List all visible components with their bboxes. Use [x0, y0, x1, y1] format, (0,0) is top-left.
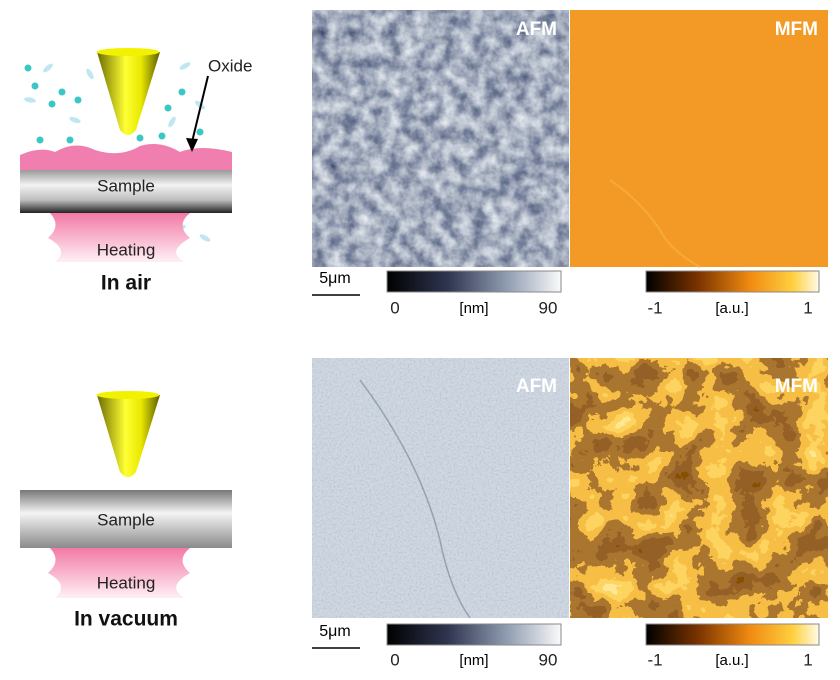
afm-image — [312, 10, 569, 267]
tip-top — [96, 391, 160, 399]
afm-title: AFM — [516, 376, 557, 397]
images-air: AFM MFM 5μm 0 [nm] 90 -1 [a.u.] 1 — [312, 10, 828, 317]
schematic-vacuum: Sample Heating In vacuum — [20, 391, 232, 631]
scalebar-label: 5μm — [319, 623, 350, 640]
mfm-image — [570, 10, 828, 267]
mfm-colorbar — [645, 270, 820, 293]
afm-cb-max: 90 — [539, 298, 558, 317]
afm-cb-min: 0 — [390, 650, 399, 669]
images-vacuum: AFM MFM 5μm 0 [nm] 90 -1 [a.u.] 1 — [312, 358, 828, 669]
heating-label: Heating — [97, 573, 156, 592]
mfm-cb-max: 1 — [803, 650, 812, 669]
heating-label: Heating — [97, 240, 156, 259]
oxide-layer — [20, 144, 232, 172]
sample-label: Sample — [97, 510, 155, 529]
afm-feature — [359, 379, 471, 619]
afm-colorbar — [386, 623, 562, 646]
afm-cb-min: 0 — [390, 298, 399, 317]
mfm-title: MFM — [775, 376, 818, 397]
afm-cb-max: 90 — [539, 650, 558, 669]
mfm-cb-min: -1 — [647, 650, 662, 669]
mfm-image — [570, 358, 828, 618]
afm-cb-unit: [nm] — [459, 300, 488, 317]
sample — [20, 490, 232, 548]
scalebar-label: 5μm — [319, 270, 350, 287]
mfm-cb-unit: [a.u.] — [715, 300, 748, 317]
schematic-air: Oxide Sample Heating In air — [20, 48, 252, 295]
afm-colorbar — [386, 270, 562, 293]
mfm-cb-max: 1 — [803, 298, 812, 317]
afm-image — [312, 358, 569, 618]
mfm-cb-unit: [a.u.] — [715, 652, 748, 669]
sample — [20, 170, 232, 213]
tip — [97, 395, 160, 477]
heating — [48, 213, 190, 262]
condition-label: In vacuum — [74, 608, 178, 631]
afm-cb-unit: [nm] — [459, 652, 488, 669]
tip — [97, 52, 160, 135]
heating — [48, 548, 190, 598]
mfm-cb-min: -1 — [647, 298, 662, 317]
afm-title: AFM — [516, 19, 557, 40]
mfm-feature — [609, 179, 701, 268]
oxide-particles — [24, 64, 204, 144]
condition-label: In air — [101, 272, 151, 295]
mfm-colorbar — [645, 623, 820, 646]
tip-top — [96, 48, 160, 56]
mfm-title: MFM — [775, 19, 818, 40]
arrow-head — [186, 138, 198, 152]
sample-label: Sample — [97, 176, 155, 195]
oxide-label: Oxide — [208, 56, 252, 75]
arrow — [191, 75, 209, 143]
